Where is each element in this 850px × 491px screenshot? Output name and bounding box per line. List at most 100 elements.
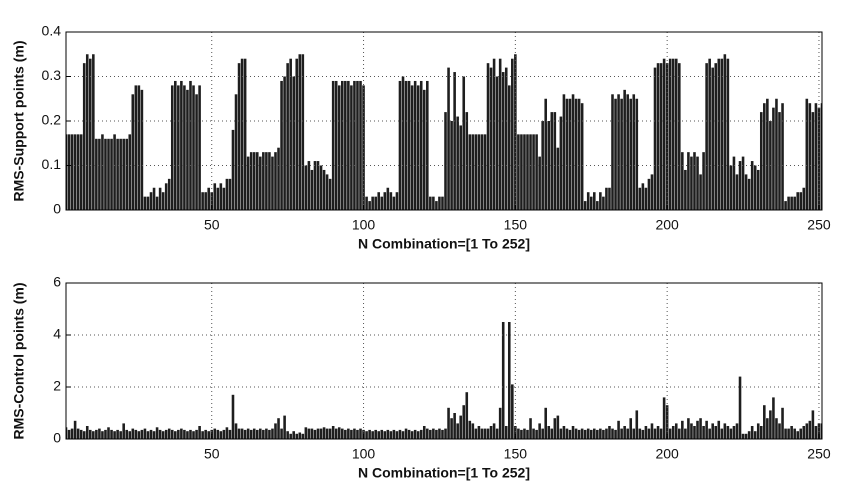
bar <box>79 134 83 210</box>
bar <box>586 192 590 210</box>
bar <box>741 433 745 439</box>
bar <box>489 426 493 439</box>
bar <box>486 63 490 210</box>
bar <box>456 116 459 210</box>
bar <box>632 428 636 439</box>
bar <box>441 196 444 210</box>
bar <box>386 187 390 210</box>
bar <box>453 72 456 210</box>
bar <box>820 103 822 210</box>
bar <box>550 428 554 439</box>
bar <box>614 429 617 439</box>
bar <box>814 426 818 439</box>
bar <box>814 103 818 210</box>
bar <box>756 423 760 439</box>
bar <box>623 89 626 210</box>
bar <box>322 169 326 210</box>
bar <box>222 429 226 439</box>
bar <box>210 192 214 210</box>
bar <box>432 428 435 439</box>
bar <box>134 85 138 210</box>
bar <box>380 429 384 439</box>
bar <box>98 138 101 210</box>
bar <box>371 431 374 439</box>
bar <box>374 429 377 439</box>
bar <box>158 429 162 439</box>
bar <box>98 428 101 439</box>
bar <box>334 428 338 439</box>
bar <box>319 428 323 439</box>
bar <box>553 418 557 439</box>
bar <box>747 431 751 439</box>
bar <box>301 54 305 210</box>
bar <box>471 134 475 210</box>
bar <box>347 80 350 210</box>
bar <box>259 428 262 439</box>
bar <box>228 178 232 210</box>
bar <box>92 431 95 439</box>
bar <box>413 429 417 439</box>
bar <box>66 427 68 439</box>
plot <box>66 54 822 210</box>
bar <box>483 134 487 210</box>
bar <box>635 410 639 439</box>
bar <box>662 58 666 210</box>
bar <box>735 423 739 439</box>
bar <box>820 423 822 439</box>
bar <box>234 423 238 439</box>
bar <box>772 107 775 210</box>
bar <box>110 138 113 210</box>
bar <box>389 192 393 210</box>
bar <box>67 134 71 210</box>
bar <box>198 85 201 210</box>
bar <box>817 107 821 210</box>
bar <box>249 152 253 210</box>
bar <box>422 89 426 210</box>
bar <box>243 429 247 439</box>
bar <box>498 58 502 210</box>
bar <box>529 418 532 439</box>
bar <box>766 98 769 210</box>
bar <box>265 428 268 439</box>
bar <box>520 134 523 210</box>
bar <box>565 428 569 439</box>
bar <box>377 192 381 210</box>
bar <box>216 429 220 439</box>
bar <box>738 161 742 210</box>
bar <box>653 67 657 210</box>
bar <box>811 410 815 439</box>
bar <box>140 89 144 210</box>
bar <box>517 428 520 439</box>
bar <box>401 431 405 439</box>
bar <box>356 80 359 210</box>
bar <box>350 85 353 210</box>
bar <box>753 431 757 439</box>
bar <box>559 428 563 439</box>
bar <box>450 121 453 210</box>
bar <box>532 134 535 210</box>
bar <box>137 85 141 210</box>
y-tick-label: 6 <box>53 274 61 290</box>
bar <box>161 192 165 210</box>
bar <box>544 407 548 439</box>
bar <box>684 169 687 210</box>
bar <box>426 80 429 210</box>
bar <box>553 112 557 210</box>
bar <box>389 431 393 439</box>
bar <box>586 428 590 439</box>
bar <box>386 429 390 439</box>
bar <box>480 428 484 439</box>
bar <box>189 80 192 210</box>
bar <box>617 94 620 210</box>
bar <box>152 431 156 439</box>
bar <box>471 423 475 439</box>
bar <box>149 192 153 210</box>
bar <box>213 183 217 210</box>
bar <box>131 94 135 210</box>
bar <box>465 112 469 210</box>
bar <box>650 423 654 439</box>
bar <box>526 429 529 439</box>
bar <box>268 429 271 439</box>
bar <box>146 196 150 210</box>
bar <box>580 428 584 439</box>
